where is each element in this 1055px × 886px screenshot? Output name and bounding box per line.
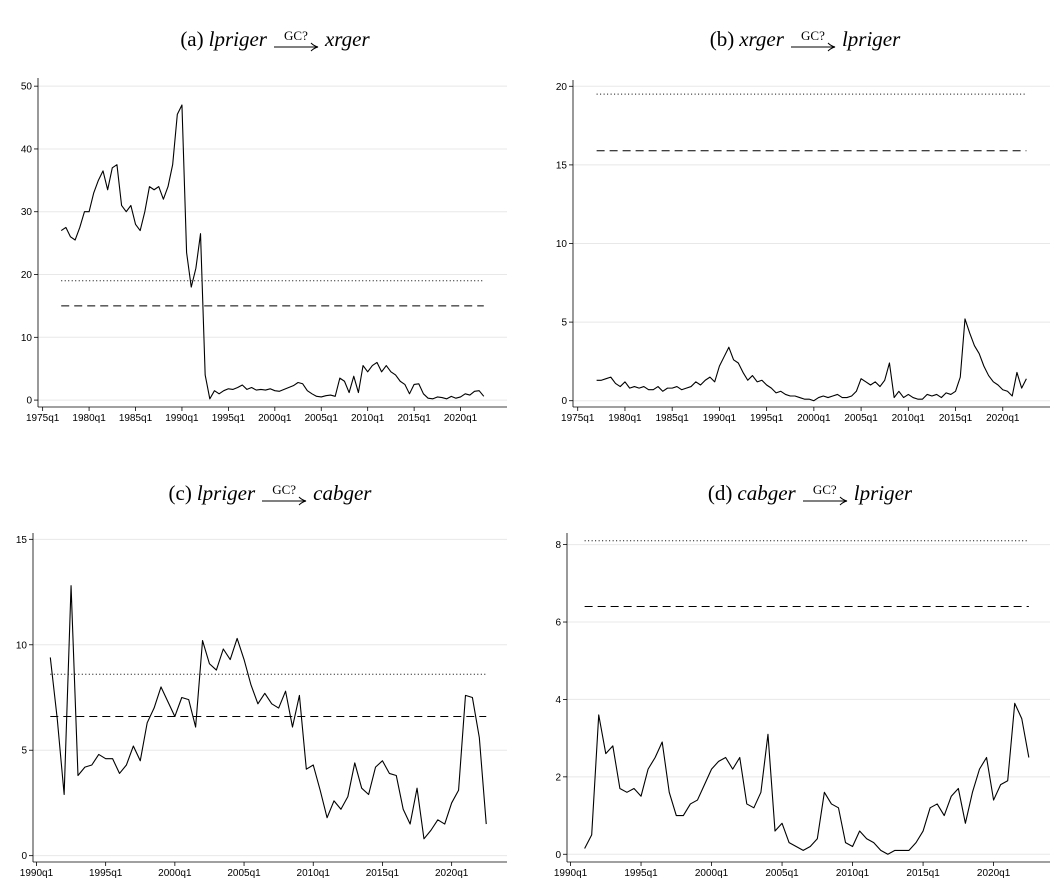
y-tick-label: 40 [21,144,33,155]
title-prefix: (c) [168,481,192,505]
title-arrow: GC? [802,483,848,506]
x-tick-label: 2015q1 [906,868,940,879]
x-tick-label: 1995q1 [212,413,246,424]
title-to: lpriger [853,481,913,505]
chart-title: (c) lpriger GC? cabger [10,466,530,506]
x-tick-label: 2015q1 [397,413,431,424]
chart-title: (b) xrger GC? lpriger [545,12,1055,52]
y-tick-label: 20 [21,270,33,281]
chart-title: (d) cabger GC? lpriger [550,466,1055,506]
y-tick-label: 0 [21,851,27,862]
y-tick-label: 2 [555,772,561,783]
x-tick-label: 2010q1 [351,413,385,424]
x-tick-label: 2015q1 [939,413,973,424]
x-tick-label: 2000q1 [797,413,831,424]
data-line [49,585,487,840]
x-tick-label: 1990q1 [20,868,54,879]
x-tick-label: 2005q1 [305,413,339,424]
x-tick-label: 1985q1 [655,413,689,424]
y-tick-label: 0 [26,396,32,407]
arrow-icon [802,496,847,506]
x-tick-label: 1975q1 [561,413,595,424]
y-tick-label: 15 [16,535,28,546]
title-arrow: GC? [273,29,319,52]
x-tick-label: 2020q1 [444,413,478,424]
title-from: xrger [739,27,784,51]
x-tick-label: 2010q1 [836,868,870,879]
x-tick-label: 2010q1 [892,413,926,424]
data-line [584,702,1030,855]
title-from: lpriger [208,27,267,51]
y-tick-label: 30 [21,207,33,218]
title-prefix: (a) [180,27,204,51]
title-to: cabger [313,481,372,505]
data-line [60,104,485,400]
title-to: xrger [324,27,370,51]
x-tick-label: 1975q1 [26,413,60,424]
x-tick-label: 1990q1 [703,413,737,424]
x-tick-label: 1990q1 [165,413,199,424]
arrow-label: GC? [272,482,297,497]
x-tick-label: 2000q1 [158,868,192,879]
arrow-icon [790,42,836,52]
x-tick-label: 2020q1 [986,413,1020,424]
title-arrow: GC? [790,29,836,52]
title-to: lpriger [841,27,901,51]
x-tick-label: 2000q1 [695,868,729,879]
x-tick-label: 1995q1 [89,868,123,879]
x-tick-label: 2020q1 [435,868,469,879]
y-tick-label: 10 [556,239,568,250]
chart-title: (a) lpriger GC? xrger [15,12,535,52]
y-tick-label: 0 [561,396,567,407]
title-prefix: (b) [709,27,735,51]
x-tick-label: 1990q1 [554,868,588,879]
title-arrow: GC? [261,483,307,506]
x-tick-label: 2005q1 [765,868,799,879]
y-tick-label: 5 [561,318,567,329]
x-tick-label: 2005q1 [227,868,261,879]
arrow-label: GC? [284,28,308,43]
data-line [596,318,1027,402]
title-from: lpriger [196,481,256,505]
x-tick-label: 1980q1 [72,413,106,424]
arrow-icon [273,42,319,52]
y-tick-label: 5 [21,746,27,757]
x-tick-label: 1995q1 [624,868,658,879]
x-tick-label: 2010q1 [297,868,331,879]
y-tick-label: 10 [21,333,33,344]
arrow-label: GC? [812,482,837,497]
y-tick-label: 6 [555,618,561,629]
y-tick-label: 50 [21,82,33,93]
x-tick-label: 1995q1 [750,413,784,424]
y-tick-label: 4 [555,695,561,706]
y-tick-label: 20 [556,82,568,93]
x-tick-label: 2015q1 [366,868,400,879]
y-tick-label: 0 [555,850,561,861]
x-tick-label: 1980q1 [608,413,642,424]
arrow-icon [262,496,307,506]
x-tick-label: 1985q1 [119,413,153,424]
x-tick-label: 2000q1 [258,413,292,424]
arrow-label: GC? [801,28,825,43]
y-tick-label: 10 [16,640,28,651]
title-from: cabger [737,481,796,505]
y-tick-label: 15 [556,160,568,171]
x-tick-label: 2005q1 [844,413,878,424]
title-prefix: (d) [707,481,733,505]
y-tick-label: 8 [555,540,561,551]
x-tick-label: 2020q1 [977,868,1011,879]
